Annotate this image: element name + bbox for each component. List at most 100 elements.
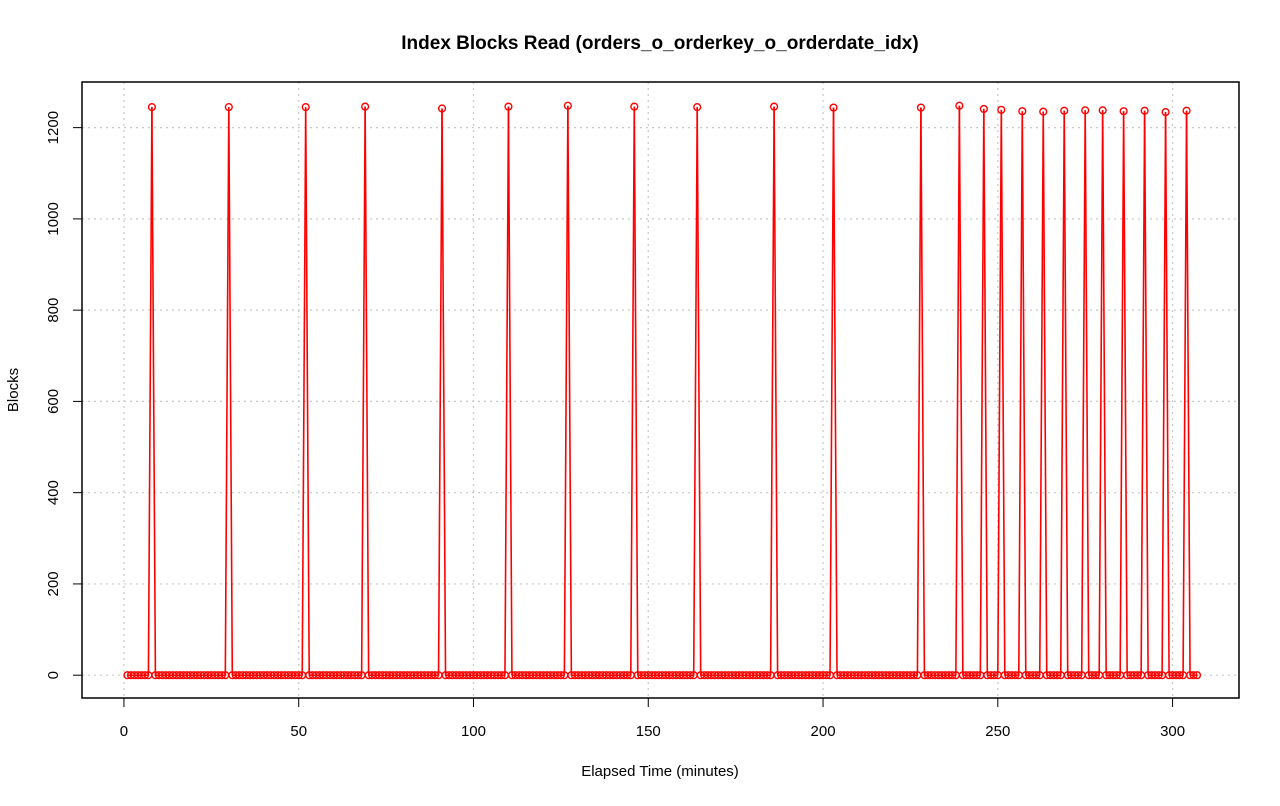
y-tick-label: 1000 <box>45 202 62 235</box>
series-line-segment <box>151 107 157 676</box>
series-line-segment <box>563 105 569 676</box>
series-line-segment <box>1021 111 1027 676</box>
series-line-segment <box>1017 111 1024 676</box>
y-tick-label: 400 <box>45 480 62 505</box>
points <box>123 101 1202 680</box>
data-point <box>948 671 957 680</box>
x-tick-label: 0 <box>120 723 128 740</box>
y-tick-label: 200 <box>45 571 62 596</box>
series-line-segment <box>829 107 835 676</box>
spike-point <box>1161 108 1170 117</box>
series-line-segment <box>1101 110 1107 676</box>
spike-point <box>1098 106 1107 115</box>
data-point <box>1091 671 1100 680</box>
series-line-segment <box>1182 110 1188 676</box>
spike-point <box>1182 106 1191 115</box>
series-line-segment <box>955 105 961 676</box>
data-point <box>1154 671 1163 680</box>
data-point <box>623 671 632 680</box>
spike-point <box>829 103 838 112</box>
spike-point <box>504 102 513 111</box>
series-line-segment <box>1080 110 1086 676</box>
series-line-segment <box>1098 110 1104 676</box>
series-line-segment <box>1038 111 1045 676</box>
series-line-segment <box>1122 111 1128 676</box>
x-tick-label: 150 <box>636 723 661 740</box>
x-tick-label: 250 <box>985 723 1010 740</box>
series-line-segment <box>1119 111 1125 676</box>
plot-frame <box>81 81 1240 699</box>
spike-point <box>563 101 572 110</box>
series-line-segment <box>567 105 573 676</box>
data-point <box>497 671 506 680</box>
series-line-segment <box>1164 112 1170 676</box>
spike-point <box>693 102 702 112</box>
data-point <box>972 671 981 680</box>
spike-point <box>437 104 447 113</box>
data-point <box>140 671 150 680</box>
series-line-segment <box>1042 111 1048 676</box>
series-line-segment <box>920 107 926 676</box>
series-line-segment <box>224 107 230 676</box>
series-line-segment <box>301 107 307 676</box>
data-point <box>1192 671 1202 680</box>
x-tick-label: 100 <box>461 723 486 740</box>
series-line-segment <box>360 106 366 676</box>
spike-point <box>1018 107 1027 116</box>
series-line-segment <box>441 108 447 676</box>
data-point <box>556 671 565 680</box>
series-line-segment <box>633 106 639 676</box>
data-point <box>909 671 919 680</box>
series-line-segment <box>997 109 1003 676</box>
series-line-segment <box>958 105 964 676</box>
data-point <box>990 671 999 680</box>
series-line-segment <box>437 108 443 676</box>
spike-point <box>1039 107 1048 116</box>
series-line-segment <box>769 106 775 676</box>
spike-point <box>1081 106 1090 115</box>
x-tick-label: 200 <box>811 723 836 740</box>
series-line-segment <box>504 106 510 676</box>
series-line-segment <box>228 107 234 676</box>
series-line-segment <box>916 107 922 676</box>
spike-point <box>1060 106 1069 115</box>
data-point <box>763 671 772 680</box>
series-line-segment <box>1000 109 1006 676</box>
data-point <box>1133 671 1142 680</box>
series-line-segment <box>983 108 989 676</box>
data-point <box>1053 671 1062 680</box>
series-line-segment <box>1059 110 1066 676</box>
series-line-segment <box>979 108 985 676</box>
data-point <box>1189 671 1198 680</box>
chart-title: Index Blocks Read (orders_o_orderkey_o_o… <box>401 33 918 54</box>
spike-point <box>301 102 310 112</box>
x-tick-label: 300 <box>1160 723 1185 740</box>
data-point <box>1175 671 1184 680</box>
series-line-segment <box>364 106 370 676</box>
y-tick-label: 0 <box>45 671 62 679</box>
spike-point <box>916 103 926 112</box>
spike-point <box>361 102 370 111</box>
series-line-segment <box>1063 110 1069 676</box>
spike-point <box>955 101 964 110</box>
series <box>127 105 1198 676</box>
data-point <box>354 671 363 680</box>
data-point <box>1032 671 1041 680</box>
y-axis-label: Blocks <box>5 368 22 412</box>
series-line-segment <box>629 106 636 676</box>
data-point <box>1011 671 1020 680</box>
x-axis-label: Elapsed Time (minutes) <box>581 763 739 780</box>
series-line-segment <box>696 107 702 676</box>
spike-point <box>630 102 639 111</box>
spike-point <box>770 102 779 111</box>
data-point <box>686 671 695 680</box>
spike-point <box>997 105 1006 114</box>
spike-point <box>1119 107 1128 116</box>
data-point <box>217 671 226 680</box>
series-line-segment <box>304 107 311 676</box>
series-line-segment <box>773 106 779 676</box>
series-line-segment <box>1140 110 1146 676</box>
